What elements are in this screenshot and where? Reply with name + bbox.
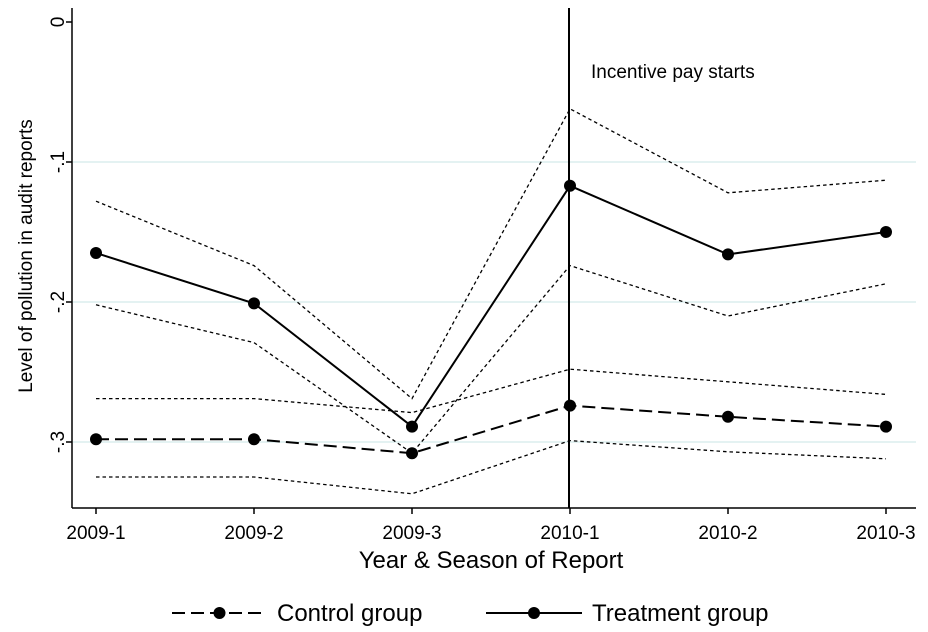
data-point [880, 420, 892, 433]
data-point [248, 433, 260, 446]
series-line [96, 404, 887, 455]
series-line [95, 184, 887, 429]
legend: Control group Treatment group [172, 600, 769, 627]
ci-line [95, 264, 887, 455]
data-point [406, 447, 418, 460]
legend-marker [528, 607, 540, 619]
series-lines [95, 184, 887, 455]
event-line-label: Incentive pay starts [591, 62, 755, 83]
series-markers [90, 179, 892, 460]
tick-labels: 0 -.1 -.2 -.3 2009-1 2009-2 2009-3 2010-1 2010-2… [48, 17, 916, 544]
confidence-bands [95, 107, 887, 495]
data-point [90, 433, 102, 446]
data-point [90, 247, 102, 259]
axes [66, 8, 916, 514]
y-tick-label: 0 [48, 17, 69, 28]
data-point [406, 420, 418, 433]
y-axis-title: Level of pollution in audit reports [16, 119, 37, 393]
x-tick-label: 2009-1 [66, 523, 125, 544]
legend-label: Control group [277, 600, 422, 627]
x-tick-label: 2010-1 [540, 523, 599, 544]
x-tick-label: 2009-3 [382, 523, 441, 544]
data-point [722, 248, 734, 261]
legend-label: Treatment group [592, 600, 769, 627]
ci-line [95, 107, 887, 400]
data-point [880, 226, 892, 238]
x-tick-label: 2010-3 [856, 523, 915, 544]
ci-line [96, 368, 887, 414]
data-point [248, 297, 260, 310]
legend-marker [213, 607, 226, 619]
x-tick-label: 2010-2 [698, 523, 757, 544]
y-tick-label: -.3 [48, 431, 69, 453]
data-point [722, 410, 734, 423]
y-tick-label: -.2 [48, 291, 69, 313]
y-tick-label: -.1 [48, 151, 69, 173]
ci-line [96, 439, 887, 495]
x-axis-title: Year & Season of Report [359, 547, 624, 574]
data-point [564, 179, 576, 192]
x-tick-label: 2009-2 [224, 523, 283, 544]
data-point [564, 399, 576, 412]
